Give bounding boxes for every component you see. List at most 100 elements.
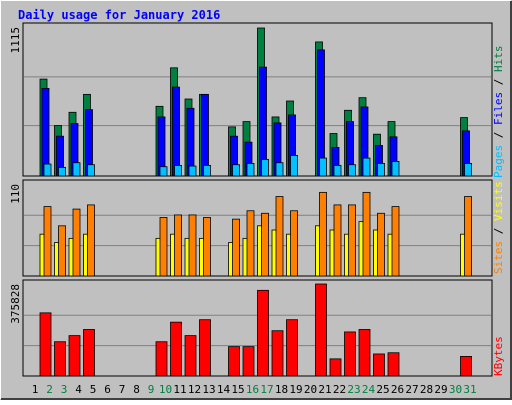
kbytes-bar xyxy=(155,341,168,377)
files-bar xyxy=(41,87,50,177)
legend-sites: Sites xyxy=(492,241,505,274)
kbytes-bar xyxy=(199,319,211,377)
kbytes-bar xyxy=(184,335,197,377)
pages-bar xyxy=(159,166,168,177)
x-tick-label: 12 xyxy=(188,383,201,396)
x-tick-label: 8 xyxy=(133,383,140,396)
kbytes-bar xyxy=(242,346,255,377)
chart-title: Daily usage for January 2016 xyxy=(18,8,220,22)
kbytes-bar xyxy=(54,341,66,377)
sites-bar xyxy=(290,210,298,277)
pages-bar xyxy=(391,160,400,177)
x-tick-label: 23 xyxy=(347,383,360,396)
kbytes-bar xyxy=(373,353,385,377)
pages-bar xyxy=(319,157,327,177)
legend-sep-1: / xyxy=(492,125,505,145)
legend-hits: Hits xyxy=(492,46,505,73)
sites-bar xyxy=(246,210,255,277)
pages-bar xyxy=(377,162,385,177)
files-bar xyxy=(317,49,325,177)
x-tick-label: 3 xyxy=(61,383,68,396)
x-tick-label: 7 xyxy=(119,383,126,396)
x-axis-labels: 1 2 3 4 5 6 7 8 9 10 11 12 13 14 15 16 17 18 19 20 21 22 23 24 2… xyxy=(32,383,477,396)
kbytes-bar xyxy=(387,352,400,377)
kbytes-bar xyxy=(170,321,182,377)
x-tick-label: 24 xyxy=(362,383,376,396)
kbytes-bar xyxy=(315,283,327,377)
pages-bar xyxy=(333,164,342,177)
x-tick-label: 21 xyxy=(318,383,331,396)
sites-bar xyxy=(43,206,52,277)
x-tick-label: 18 xyxy=(275,383,288,396)
sites-bar xyxy=(464,196,472,277)
sites-bar xyxy=(319,191,327,277)
sites-bar xyxy=(261,212,269,277)
sites-bar xyxy=(58,225,66,277)
sites-bar xyxy=(188,214,197,277)
pages-bar xyxy=(261,159,269,177)
x-tick-label: 28 xyxy=(420,383,433,396)
visits-ymax-label: 110 xyxy=(9,184,22,204)
sites-bar xyxy=(232,218,240,277)
bars xyxy=(39,27,472,377)
x-tick-label: 5 xyxy=(90,383,97,396)
x-tick-label: 2 xyxy=(46,383,53,396)
x-tick-label: 16 xyxy=(246,383,259,396)
legend-files: Files xyxy=(492,92,505,125)
pages-bar xyxy=(232,164,240,177)
sites-bar xyxy=(333,204,342,277)
legend-sep-3: / xyxy=(492,221,505,241)
kbytes-bar xyxy=(83,329,95,377)
pages-bar xyxy=(188,165,197,177)
pages-bar xyxy=(58,166,66,177)
sites-bar xyxy=(87,204,95,277)
kbytes-bar xyxy=(271,330,284,377)
kbytes-bar xyxy=(257,289,269,377)
pages-bar xyxy=(348,164,356,177)
kbytes-bar xyxy=(460,356,472,377)
x-tick-label: 22 xyxy=(333,383,346,396)
kbytes-bar xyxy=(329,358,342,377)
sites-bar xyxy=(174,214,182,277)
legend-visits: Visits xyxy=(492,181,505,221)
pages-bar xyxy=(290,155,298,177)
kbytes-bar xyxy=(39,312,52,377)
kbytes-bar xyxy=(228,346,240,377)
x-tick-label: 9 xyxy=(148,383,155,396)
x-tick-label: 14 xyxy=(217,383,231,396)
kbytes-bar xyxy=(68,335,81,377)
x-tick-label: 26 xyxy=(391,383,404,396)
sites-bar xyxy=(362,191,371,277)
pages-bar xyxy=(246,162,255,177)
x-tick-label: 20 xyxy=(304,383,317,396)
sites-bar xyxy=(72,208,81,277)
kbytes-legend: KBytes xyxy=(492,336,505,376)
sites-bar xyxy=(203,217,211,277)
pages-bar xyxy=(72,162,81,177)
files-bar xyxy=(172,86,180,177)
x-tick-label: 15 xyxy=(231,383,244,396)
hits-legend: Pages / Files / Hits xyxy=(492,46,505,179)
kbytes-bar xyxy=(286,319,298,377)
x-tick-label: 4 xyxy=(75,383,82,396)
x-tick-label: 27 xyxy=(405,383,418,396)
x-tick-label: 31 xyxy=(463,383,476,396)
pages-bar xyxy=(87,164,95,177)
legend-pages: Pages xyxy=(492,145,505,178)
pages-bar xyxy=(203,164,211,177)
sites-bar xyxy=(275,196,284,277)
x-tick-label: 1 xyxy=(32,383,39,396)
hits-ymax-label: 1115 xyxy=(9,27,22,54)
sites-bar xyxy=(377,212,385,277)
x-tick-label: 17 xyxy=(260,383,273,396)
kbytes-bar xyxy=(344,331,356,377)
visits-legend: Sites / Visits xyxy=(492,181,505,274)
kbytes-bar xyxy=(358,329,371,377)
x-tick-label: 13 xyxy=(202,383,215,396)
pages-bar xyxy=(43,163,52,177)
x-tick-label: 11 xyxy=(173,383,186,396)
legend-sep-2: / xyxy=(492,72,505,92)
